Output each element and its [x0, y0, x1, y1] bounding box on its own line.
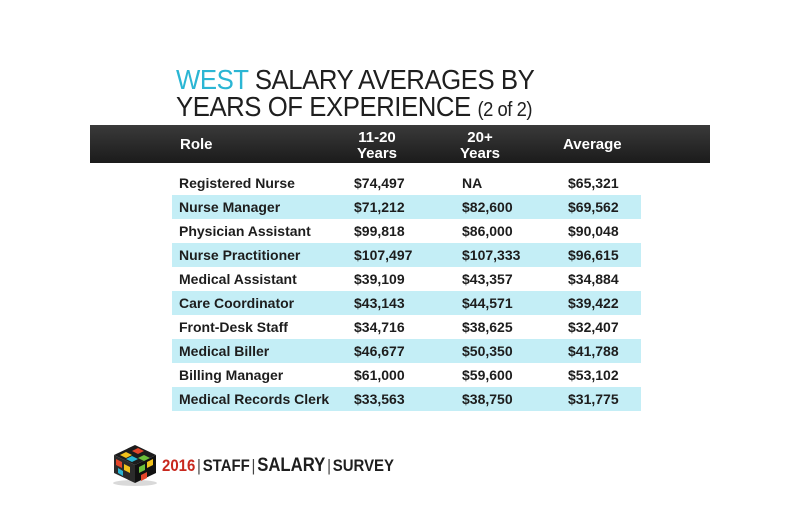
header-20-plus-line1: 20+ [467, 129, 493, 146]
value-average: $39,422 [568, 295, 619, 311]
table-row: Care Coordinator $43,143 $44,571 $39,422 [172, 291, 641, 315]
survey-year: 2016 [162, 456, 196, 475]
value-11-20-years: $46,677 [354, 343, 405, 359]
value-average: $90,048 [568, 223, 619, 239]
title-line2: YEARS OF EXPERIENCE [176, 91, 471, 122]
header-11-20-line2: Years [356, 145, 398, 162]
table-row: Nurse Manager $71,212 $82,600 $69,562 [172, 195, 641, 219]
role-cell: Physician Assistant [179, 223, 311, 239]
role-cell: Billing Manager [179, 367, 284, 383]
value-20-plus-years: $59,600 [462, 367, 513, 383]
role-cell: Front-Desk Staff [179, 319, 288, 335]
value-11-20-years: $34,716 [354, 319, 405, 335]
table-row: Physician Assistant $99,818 $86,000 $90,048 [172, 219, 641, 243]
title-part: (2 of 2) [477, 99, 533, 121]
role-cell: Registered Nurse [179, 175, 295, 191]
value-11-20-years: $39,109 [354, 271, 405, 287]
value-11-20-years: $43,143 [354, 295, 405, 311]
table-row: Registered Nurse $74,497 NA $65,321 [172, 171, 641, 195]
brand-word-salary: SALARY [257, 455, 326, 476]
value-average: $65,321 [568, 175, 619, 191]
value-20-plus-years: NA [462, 175, 483, 191]
table-row: Medical Assistant $39,109 $43,357 $34,884 [172, 267, 641, 291]
value-average: $69,562 [568, 199, 619, 215]
table-row: Front-Desk Staff $34,716 $38,625 $32,407 [172, 315, 641, 339]
role-cell: Medical Records Clerk [179, 391, 330, 407]
brand-word-staff: STAFF [202, 456, 250, 475]
cube-logo-icon [113, 445, 157, 486]
brand-word-survey: SURVEY [332, 456, 395, 475]
value-average: $32,407 [568, 319, 619, 335]
table-row: Medical Biller $46,677 $50,350 $41,788 [172, 339, 641, 363]
role-cell: Medical Biller [179, 343, 270, 359]
value-20-plus-years: $82,600 [462, 199, 513, 215]
value-average: $41,788 [568, 343, 619, 359]
table-row: Billing Manager $61,000 $59,600 $53,102 [172, 363, 641, 387]
value-20-plus-years: $43,357 [462, 271, 513, 287]
value-20-plus-years: $38,750 [462, 391, 513, 407]
value-11-20-years: $74,497 [354, 175, 405, 191]
value-11-20-years: $33,563 [354, 391, 405, 407]
header-average: Average [563, 136, 622, 153]
role-cell: Nurse Practitioner [179, 247, 301, 263]
value-average: $31,775 [568, 391, 619, 407]
value-20-plus-years: $107,333 [462, 247, 521, 263]
value-20-plus-years: $44,571 [462, 295, 513, 311]
header-11-20-years: 11-20 Years [352, 130, 402, 162]
value-average: $53,102 [568, 367, 619, 383]
header-11-20-line1: 11-20 [358, 129, 396, 146]
value-20-plus-years: $38,625 [462, 319, 513, 335]
title-accent: WEST [176, 64, 249, 95]
value-20-plus-years: $50,350 [462, 343, 513, 359]
role-cell: Care Coordinator [179, 295, 295, 311]
table-body: Registered Nurse $74,497 NA $65,321 Nurse Ma… [172, 171, 641, 411]
value-11-20-years: $99,818 [354, 223, 405, 239]
title-line1: SALARY AVERAGES BY [248, 64, 535, 95]
table-header-bar [90, 125, 710, 163]
role-cell: Medical Assistant [179, 271, 297, 287]
value-11-20-years: $71,212 [354, 199, 405, 215]
value-11-20-years: $61,000 [354, 367, 405, 383]
value-average: $96,615 [568, 247, 619, 263]
table-row: Nurse Practitioner $107,497 $107,333 $96,61… [172, 243, 641, 267]
role-cell: Nurse Manager [179, 199, 281, 215]
value-average: $34,884 [568, 271, 619, 287]
header-20-plus-years: 20+ Years [455, 130, 505, 162]
survey-brand: 2016 | STAFF |SALARY | SURVEY [162, 455, 395, 476]
value-20-plus-years: $86,000 [462, 223, 513, 239]
header-20-plus-line2: Years [459, 145, 501, 162]
table-row: Medical Records Clerk $33,563 $38,750 $31,7… [172, 387, 641, 411]
chart-title: WEST SALARY AVERAGES BY YEARS OF EXPERIE… [176, 64, 535, 124]
value-11-20-years: $107,497 [354, 247, 413, 263]
header-role: Role [180, 136, 213, 153]
